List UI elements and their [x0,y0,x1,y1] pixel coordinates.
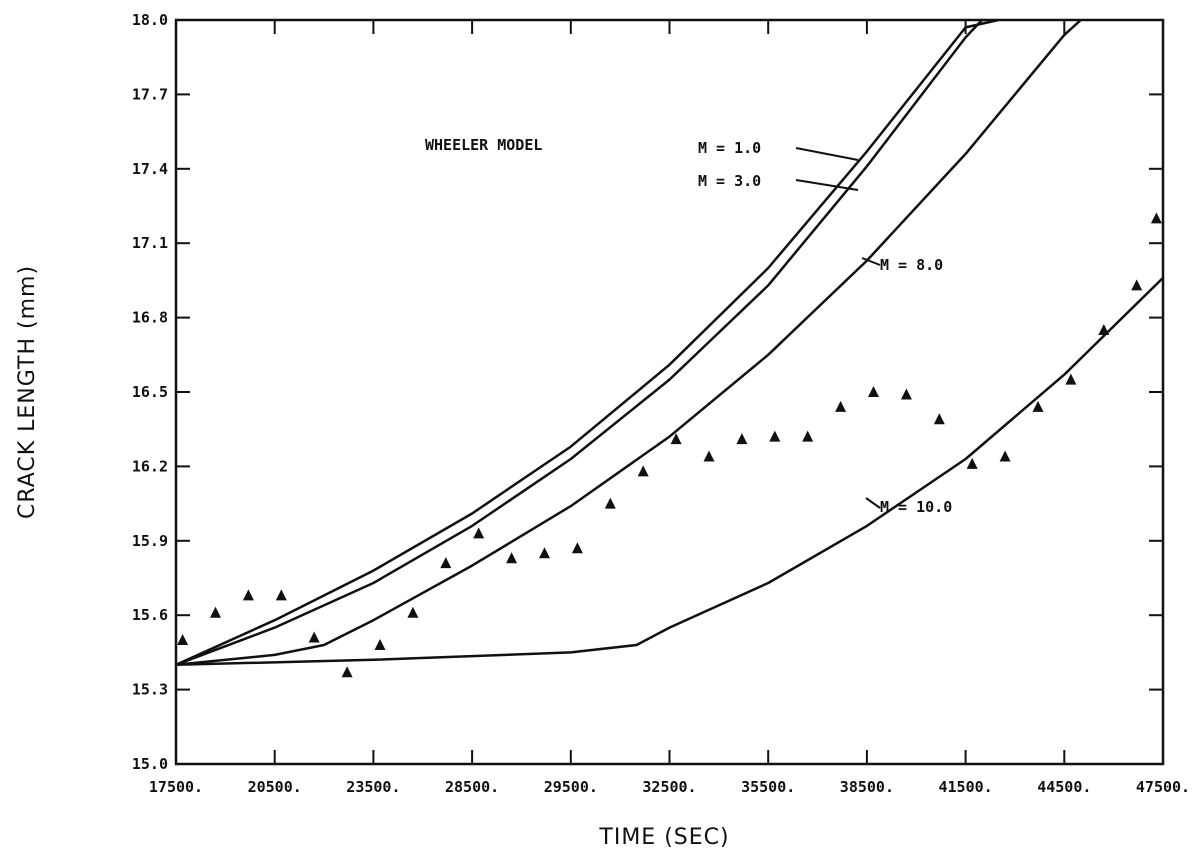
curve-label-leader [865,497,881,509]
data-point [374,639,386,650]
series-line-m-8-0 [175,19,1082,667]
y-tick-label: 15.9 [132,532,168,550]
x-tick-label: 35500. [741,778,795,796]
data-point [1098,324,1110,335]
data-point [341,666,353,678]
x-tick-label: 41500. [939,778,993,796]
data-point [407,606,419,618]
x-tick-label: 29500. [544,778,598,796]
x-tick-label: 44500. [1037,778,1091,796]
x-tick-label: 47500. [1136,778,1190,796]
y-tick-label: 15.6 [132,606,168,624]
curve-label-m-8-0: M = 8.0 [880,256,943,274]
data-point [1131,279,1143,291]
axis-ticks: 17500. 20500. 23500. 28500. 29500. 32500. 3550… [132,11,1190,796]
x-tick-label: 20500. [248,778,302,796]
data-point [637,465,649,477]
y-tick-label: 16.8 [132,309,168,327]
data-point [769,430,781,442]
curve-label-leader [795,147,859,161]
series-line-m-1-0 [175,18,999,666]
y-tick-label: 15.0 [132,755,168,773]
data-point [835,400,847,412]
series-line-m-3-0 [175,19,983,666]
data-point [177,634,189,645]
x-axis-label: TIME (SEC) [598,825,729,850]
y-tick-label: 18.0 [132,11,168,29]
y-axis-label: CRACK LENGTH (mm) [15,265,40,519]
curve-labels: M = 1.0 M = 3.0 M = 8.0 M = 10.0 [698,139,952,516]
data-point [1032,400,1044,412]
y-tick-label: 17.4 [132,160,168,178]
data-point [440,557,452,569]
series-line-m-10-0 [175,277,1164,667]
y-tick-label: 17.7 [132,85,168,103]
data-point [506,552,518,564]
x-tick-label: 28500. [445,778,499,796]
y-tick-label: 16.5 [132,383,168,401]
data-point [571,542,583,554]
data-point [210,606,221,618]
data-point [802,430,814,442]
data-point [703,450,715,462]
y-tick-label: 16.2 [132,457,168,475]
data-point [966,457,978,469]
data-point [736,433,748,445]
x-tick-label: 17500. [149,778,203,796]
data-point [604,497,616,509]
series-lines [175,18,1164,667]
x-tick-label: 38500. [840,778,894,796]
data-point [670,433,682,445]
y-tick-label: 15.3 [132,681,168,699]
curve-label-leader [861,257,881,266]
curve-label-m-3-0: M = 3.0 [698,172,761,190]
data-point [473,527,485,539]
data-point [999,450,1011,462]
data-point [242,589,254,601]
data-point [1065,373,1077,385]
data-point [308,631,320,643]
plot-frame [174,18,1165,766]
curve-label-m-1-0: M = 1.0 [698,139,761,157]
data-point [933,413,945,425]
chart-annotation: WHEELER MODEL [425,136,542,154]
data-point [539,547,550,559]
data-point [275,589,287,601]
data-point [1150,212,1162,224]
data-points [177,212,1162,678]
curve-label-m-10-0: M = 10.0 [880,498,952,516]
curve-label-leader [795,179,859,191]
y-tick-label: 17.1 [132,234,168,252]
x-tick-label: 23500. [346,778,400,796]
data-point [900,388,912,400]
x-tick-label: 32500. [642,778,696,796]
data-point [868,386,879,397]
